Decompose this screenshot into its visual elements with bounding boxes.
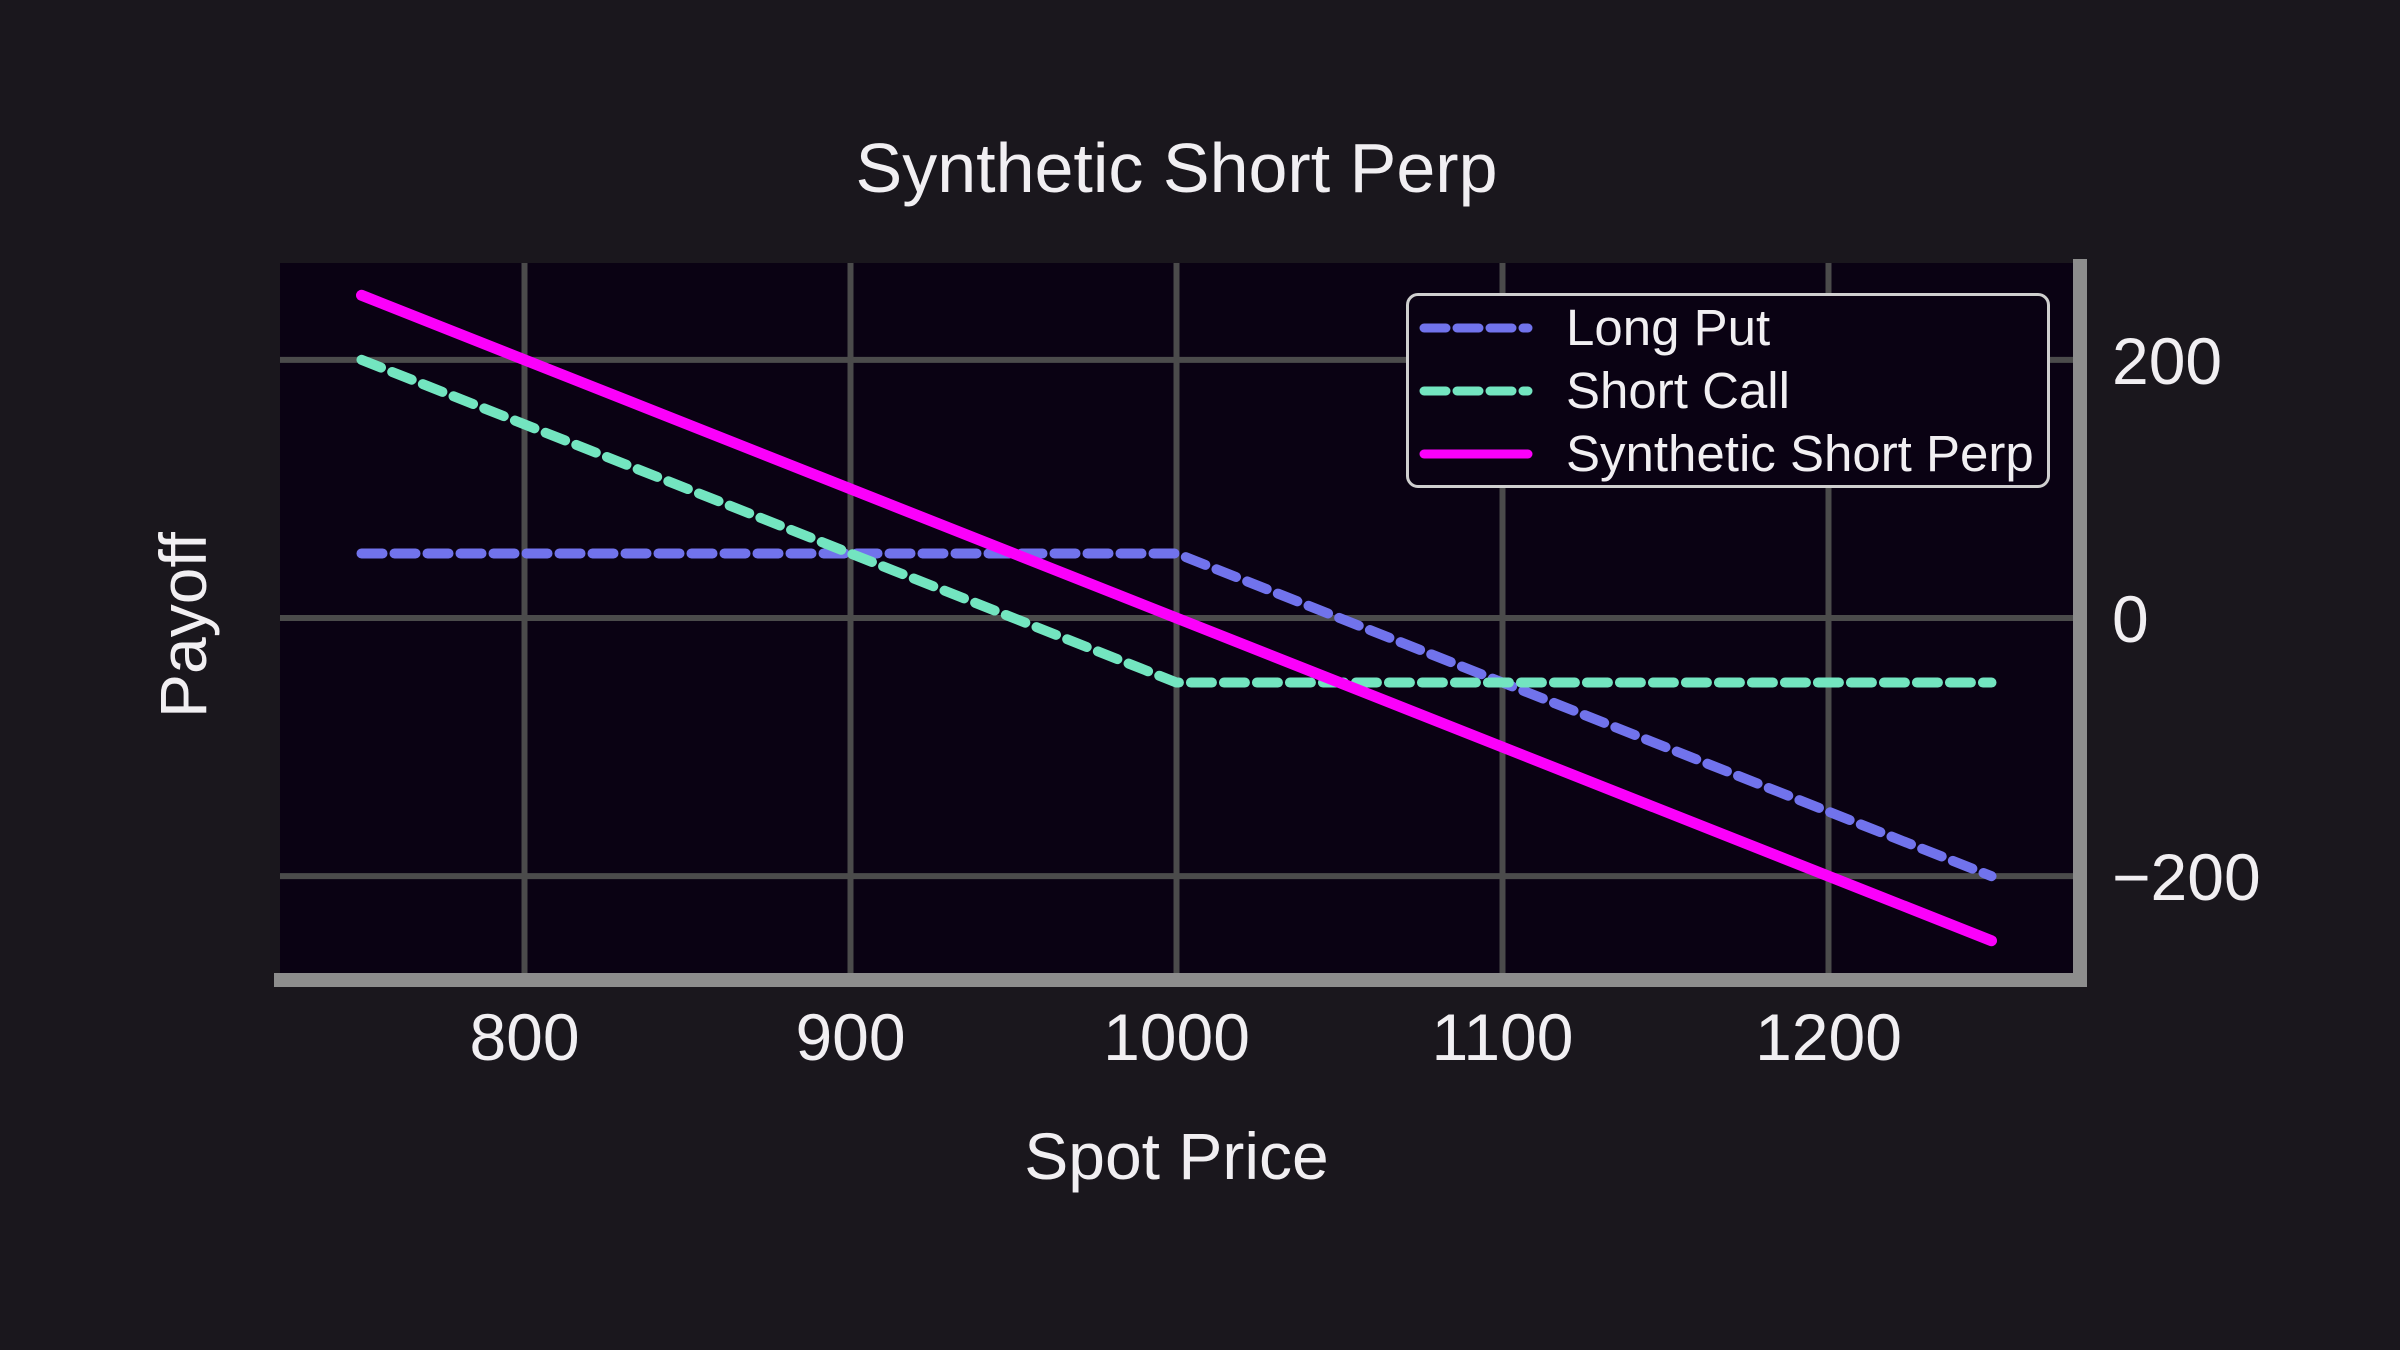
legend-label: Synthetic Short Perp [1566, 425, 2034, 482]
legend-item: Synthetic Short Perp [1418, 422, 2047, 485]
x-tick-label: 1100 [1432, 1000, 1574, 1074]
series-line-short-call [356, 354, 1997, 688]
x-tick-label: 800 [469, 1000, 579, 1074]
y-axis-spine [2073, 259, 2087, 987]
legend-label: Long Put [1566, 299, 1771, 356]
series-line-long-put [356, 548, 1997, 882]
legend-swatch-solid [1419, 449, 1533, 458]
legend-swatch-dashed [1419, 323, 1533, 332]
legend-swatch-dashed [1419, 386, 1533, 395]
x-tick-label: 1000 [1103, 1000, 1250, 1074]
x-axis-spine [274, 973, 2087, 987]
y-axis-title: Payoff [146, 532, 220, 718]
series-line-synthetic-short-perp [356, 289, 1997, 947]
y-tick-label: 0 [2112, 582, 2149, 656]
legend-item: Short Call [1418, 359, 2047, 422]
chart-title: Synthetic Short Perp [855, 129, 1498, 207]
legend: Long Put Short Call Synthetic Short Perp [1406, 293, 2050, 488]
x-tick-label: 1200 [1755, 1000, 1902, 1074]
x-tick-label: 900 [795, 1000, 905, 1074]
y-tick-label: −200 [2112, 840, 2261, 914]
legend-item: Long Put [1418, 296, 2047, 359]
x-axis-title: Spot Price [1024, 1119, 1329, 1193]
legend-label: Short Call [1566, 362, 1790, 419]
y-tick-label: 200 [2112, 324, 2222, 398]
